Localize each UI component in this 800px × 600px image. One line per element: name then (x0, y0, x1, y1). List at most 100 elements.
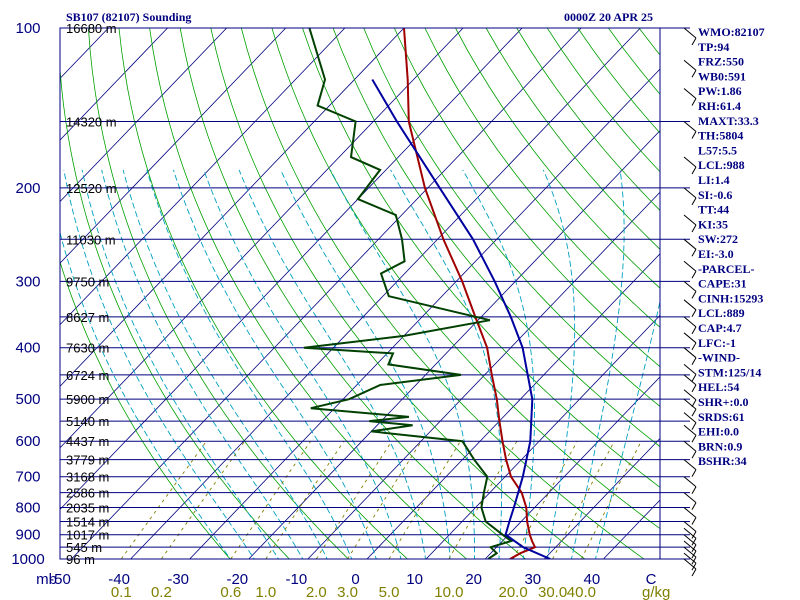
moist-adiabat-line (122, 169, 328, 559)
height-label: 545 m (66, 540, 102, 555)
moist-adiabat-line (280, 169, 451, 559)
mixing-ratio-label: 0.2 (151, 584, 172, 600)
isotherm-line (60, 28, 346, 326)
wind-barb (683, 363, 697, 382)
isotherm-line (130, 28, 641, 559)
index-item: SI:-0.6 (698, 188, 732, 202)
wind-barbs (683, 27, 697, 577)
isotherm-line (60, 28, 227, 203)
mixing-ratio-label: 30.0 (538, 584, 567, 600)
height-label: 1017 m (66, 528, 109, 543)
dry-adiabat-line (424, 28, 660, 328)
wind-barb-staff (683, 88, 697, 99)
pressure-label: 400 (15, 340, 40, 357)
pressure-label: 700 (15, 469, 40, 486)
wind-barb-staff (683, 398, 697, 410)
wind-barb-staff (683, 214, 697, 226)
index-item: -PARCEL- (698, 262, 754, 276)
dry-adiabat-line (332, 28, 660, 448)
isotherm-line (60, 28, 287, 264)
wind-barb (683, 534, 697, 552)
dry-adiabat-line (393, 28, 660, 368)
moist-adiabat-line (60, 231, 231, 559)
wind-barb-staff (683, 540, 697, 552)
wind-barb (683, 299, 697, 318)
mixing-ratio-label: 40.0 (567, 584, 596, 600)
wind-barb-staff (683, 363, 697, 375)
wind-barb (683, 280, 697, 299)
height-label: 3779 m (66, 453, 109, 468)
index-item: CAPE:31 (698, 277, 747, 291)
mixing-ratio-unit-label: g/kg (642, 584, 670, 600)
stability-indices: WMO:82107TP:94FRZ:550WB0:591PW:1.86RH:61… (698, 25, 765, 468)
wind-barb (683, 540, 697, 559)
pressure-label: 300 (15, 273, 40, 290)
height-label: 11030 m (66, 232, 116, 247)
index-item: EI:-3.0 (698, 247, 734, 261)
isotherm-line (366, 253, 660, 559)
wind-barb (683, 316, 697, 335)
wind-barb-staff (683, 389, 697, 401)
wind-barb-flag (691, 224, 697, 233)
wind-barb-flag (691, 309, 697, 318)
temperature-label: C (646, 571, 657, 588)
wind-barb (683, 398, 697, 417)
wind-barb-staff (683, 187, 697, 199)
isotherm-line (60, 28, 168, 141)
mixing-ratio-label: 10.0 (434, 584, 463, 600)
wind-barb-staff (683, 492, 697, 504)
index-item: HEL:54 (698, 380, 739, 394)
index-item: TP:94 (698, 40, 729, 54)
index-item: TT:44 (698, 203, 729, 217)
index-item: SW:272 (698, 232, 738, 246)
moist-adiabat-line (203, 169, 402, 559)
mixing-ratio-line (580, 440, 642, 559)
index-item: BSHR:34 (698, 454, 747, 468)
index-item: FRZ:550 (698, 55, 744, 69)
isotherm-line (189, 68, 660, 559)
mixing-ratio-line (265, 440, 345, 559)
wind-barb-flag (691, 531, 697, 539)
wind-barb (683, 121, 697, 139)
wind-barb-flag (691, 517, 697, 525)
wind-barb-flag (691, 69, 697, 78)
dry-adiabat-line (455, 28, 660, 289)
index-item: SRDS:61 (698, 410, 745, 424)
mixing-ratio-label: 0.1 (111, 584, 132, 600)
height-label: 3168 m (66, 470, 109, 485)
height-label: 1514 m (66, 515, 109, 530)
index-item: CAP:4.7 (698, 321, 742, 335)
wind-barb-staff (683, 412, 697, 423)
pressure-axis-labels: 100 200 300 400 500 600 700 800 900 1000 (11, 20, 44, 568)
dry-adiabat-line (792, 28, 800, 570)
height-label: 2586 m (66, 486, 109, 501)
dry-adiabat-line (485, 28, 660, 250)
moist-adiabat-line (238, 169, 426, 559)
index-item: MAXT:33.3 (698, 114, 759, 128)
dry-adiabat-line (302, 28, 660, 488)
wind-barb-flag (691, 568, 697, 577)
wind-barb (683, 424, 697, 443)
index-item: L57:5.5 (698, 143, 737, 157)
wind-barb-staff (683, 558, 697, 570)
height-label: 14320 m (66, 115, 117, 130)
index-item: RH:61.4 (698, 99, 741, 113)
temperature-line (403, 28, 537, 559)
mixing-ratio-label: 3.0 (337, 584, 358, 600)
wind-barb (683, 374, 697, 393)
mixing-ratio-label: 1.0 (255, 584, 276, 600)
dry-adiabat-line (761, 28, 800, 570)
moist-adiabat-line (172, 169, 377, 559)
index-item: PW:1.86 (698, 84, 742, 98)
moist-adiabat-line (146, 169, 353, 559)
mixing-ratio-label: 20.0 (499, 584, 528, 600)
isotherm-line (60, 28, 464, 449)
wind-barb-flag (691, 502, 697, 510)
wind-barb-staff (683, 521, 697, 532)
wind-barb-staff (683, 316, 697, 328)
wind-barb-staff (683, 440, 697, 452)
index-item: KI:35 (698, 217, 728, 231)
pressure-label: 900 (15, 527, 40, 544)
wind-barb-flag (691, 562, 697, 571)
